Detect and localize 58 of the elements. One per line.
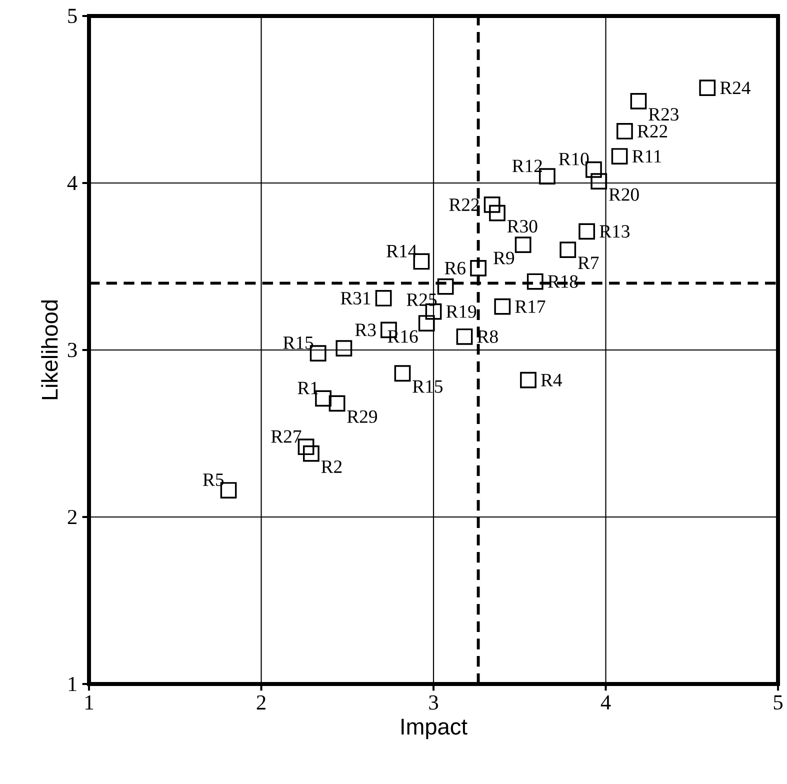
point xyxy=(394,365,411,382)
x-tick-label: 1 xyxy=(86,695,94,710)
annotation: R4 xyxy=(541,374,562,386)
point xyxy=(590,173,608,190)
annotation: R17 xyxy=(515,300,546,313)
point xyxy=(336,340,352,357)
annotation: R9 xyxy=(494,252,514,264)
y-tick-label: 3 xyxy=(68,342,77,358)
point xyxy=(526,273,544,290)
point xyxy=(699,80,716,96)
annotation: R8 xyxy=(477,330,498,343)
annotation: R1 xyxy=(298,382,318,394)
annotation: R10 xyxy=(558,152,589,166)
annotation: R23 xyxy=(648,108,678,121)
y-tick-label: 5 xyxy=(68,8,77,24)
annotation: R20 xyxy=(609,188,639,201)
x-tick-label: 3 xyxy=(429,695,438,710)
point xyxy=(456,328,473,345)
point xyxy=(611,148,628,164)
point xyxy=(616,123,633,140)
point xyxy=(418,315,435,332)
annotation: R22 xyxy=(638,125,668,138)
annotation: R19 xyxy=(446,305,476,318)
point xyxy=(578,223,596,240)
point xyxy=(375,290,392,306)
x-tick-label: 2 xyxy=(256,695,266,710)
point xyxy=(303,445,320,462)
annotation: R31 xyxy=(340,292,370,305)
x-tick-label: 4 xyxy=(600,695,611,710)
annotation: R6 xyxy=(444,262,466,274)
point xyxy=(494,298,511,315)
annotation: R5 xyxy=(203,474,224,486)
annotation: R30 xyxy=(507,220,538,233)
point xyxy=(470,260,486,276)
y-tick-label: 4 xyxy=(67,176,78,190)
point xyxy=(437,278,454,295)
x-tick-label: 5 xyxy=(774,695,783,710)
annotation: R2 xyxy=(321,460,342,473)
point xyxy=(489,204,506,222)
point xyxy=(560,242,576,258)
annotation: R24 xyxy=(720,82,750,94)
annotation: R7 xyxy=(578,256,599,269)
point xyxy=(630,92,647,110)
x-axis-title: Impact xyxy=(402,718,468,740)
annotation: R27 xyxy=(271,430,302,443)
annotation: R15 xyxy=(283,336,314,350)
y-axis-title: Likelihood xyxy=(41,300,58,400)
annotation: R22 xyxy=(449,198,479,211)
point xyxy=(520,372,536,388)
point xyxy=(484,196,500,213)
annotation: R11 xyxy=(632,150,662,162)
annotation: R12 xyxy=(512,160,542,172)
annotation: R29 xyxy=(347,410,378,423)
point xyxy=(514,236,532,253)
point xyxy=(328,395,346,412)
y-tick-label: 1 xyxy=(68,676,76,692)
y-tick-label: 2 xyxy=(68,510,76,524)
annotation: R3 xyxy=(355,324,376,336)
